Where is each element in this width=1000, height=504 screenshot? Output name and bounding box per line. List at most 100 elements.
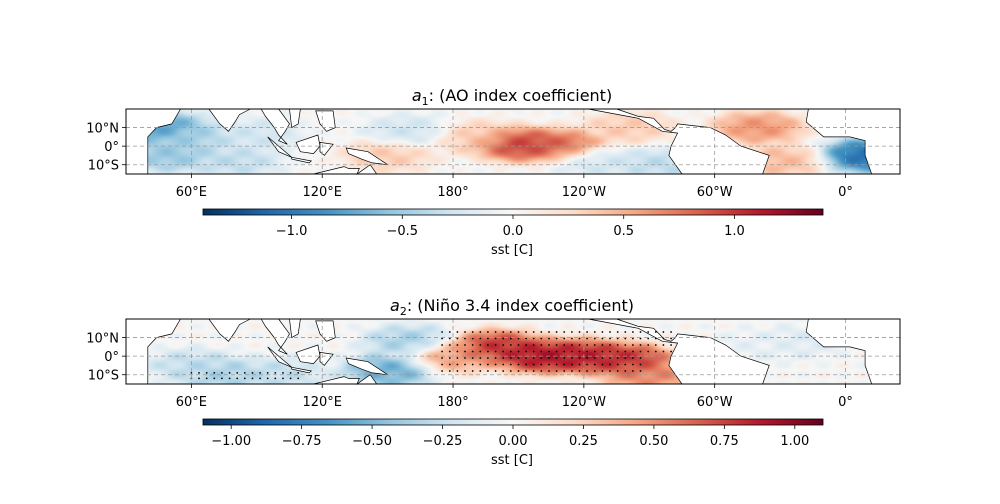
significance-stippling bbox=[190, 331, 672, 380]
stipple-dot bbox=[487, 331, 489, 333]
stipple-dot bbox=[441, 337, 443, 340]
stipple-dot bbox=[532, 357, 535, 359]
stipple-dot bbox=[555, 331, 558, 333]
stipple-dot bbox=[289, 372, 292, 374]
stipple-dot bbox=[616, 363, 619, 366]
stipple-dot bbox=[221, 372, 223, 374]
stipple-dot bbox=[448, 344, 451, 346]
stipple-dot bbox=[639, 350, 642, 353]
colorbar-label: sst [C] bbox=[491, 243, 533, 258]
stipple-dot bbox=[266, 372, 269, 374]
stipple-dot bbox=[471, 357, 474, 359]
stipple-dot bbox=[479, 370, 482, 372]
stipple-dot bbox=[487, 350, 489, 353]
stipple-dot bbox=[494, 350, 497, 353]
stipple-dot bbox=[571, 337, 573, 340]
stipple-dot bbox=[448, 350, 451, 353]
land-mask bbox=[125, 108, 901, 175]
lon-tick-label: 180° bbox=[437, 185, 468, 200]
stipple-dot bbox=[571, 344, 573, 346]
stipple-dot bbox=[479, 344, 482, 346]
stipple-dot bbox=[540, 350, 543, 353]
stipple-dot bbox=[517, 337, 520, 340]
stipple-dot bbox=[205, 377, 208, 380]
landmass bbox=[260, 108, 290, 145]
stipple-dot bbox=[548, 344, 550, 346]
stipple-dot bbox=[548, 370, 550, 372]
stipple-dot bbox=[647, 344, 650, 346]
panel-title: a1: (AO index coefficient) bbox=[412, 86, 612, 108]
stipple-dot bbox=[647, 337, 650, 340]
panel-nino34-coefficient: a2: (Niño 3.4 index coefficient) 10°N 0° 1… bbox=[86, 296, 901, 468]
stipple-dot bbox=[632, 337, 634, 340]
stipple-dot bbox=[586, 337, 588, 340]
stipple-dot bbox=[464, 357, 466, 359]
stipple-dot bbox=[464, 344, 466, 346]
lon-tick-label: 60°W bbox=[697, 185, 733, 200]
panel-title: a2: (Niño 3.4 index coefficient) bbox=[390, 296, 634, 318]
lon-tick-label: 0° bbox=[838, 185, 853, 200]
stipple-dot bbox=[586, 350, 588, 353]
stipple-dot bbox=[555, 370, 558, 372]
panel-ao-coefficient: a1: (AO index coefficient) 10°N 0° 10°S 60… bbox=[86, 86, 901, 258]
lon-tick-label: 120°E bbox=[302, 395, 342, 410]
stipple-dot bbox=[571, 331, 573, 333]
stipple-dot bbox=[639, 363, 642, 366]
stipple-dot bbox=[654, 331, 657, 333]
stipple-dot bbox=[221, 377, 223, 380]
stipple-dot bbox=[251, 372, 254, 374]
stipple-dot bbox=[578, 344, 581, 346]
stipple-dot bbox=[632, 370, 634, 372]
stipple-dot bbox=[471, 363, 474, 366]
colorbar-tick-label: 1.00 bbox=[780, 434, 809, 449]
stipple-dot bbox=[654, 337, 657, 340]
stipple-dot bbox=[647, 331, 650, 333]
stipple-dot bbox=[532, 337, 535, 340]
stipple-dot bbox=[509, 370, 512, 372]
stipple-dot bbox=[517, 370, 520, 372]
stipple-dot bbox=[198, 377, 200, 380]
lat-tick-label: 10°N bbox=[86, 332, 119, 347]
stipple-dot bbox=[540, 344, 543, 346]
stipple-dot bbox=[517, 350, 520, 353]
stipple-dot bbox=[609, 370, 611, 372]
landmass bbox=[315, 320, 336, 342]
colorbar-tick-label: 0.5 bbox=[613, 224, 634, 239]
stipple-dot bbox=[601, 331, 604, 333]
stipple-dot bbox=[274, 377, 277, 380]
stipple-dot bbox=[464, 363, 466, 366]
stipple-dot bbox=[471, 350, 474, 353]
lat-tick-label: 10°S bbox=[88, 159, 119, 174]
stipple-dot bbox=[532, 363, 535, 366]
stipple-dot bbox=[609, 337, 611, 340]
stipple-dot bbox=[548, 363, 550, 366]
stipple-dot bbox=[456, 350, 459, 353]
lat-tick-label: 10°S bbox=[88, 369, 119, 384]
stipple-dot bbox=[297, 377, 300, 380]
stipple-dot bbox=[578, 350, 581, 353]
stipple-dot bbox=[593, 350, 596, 353]
stipple-dot bbox=[525, 331, 527, 333]
stipple-dot bbox=[494, 337, 497, 340]
stipple-dot bbox=[563, 337, 566, 340]
stipple-dot bbox=[448, 363, 451, 366]
stipple-dot bbox=[456, 357, 459, 359]
stipple-dot bbox=[525, 370, 527, 372]
stipple-dot bbox=[662, 337, 665, 340]
stipple-dot bbox=[456, 331, 459, 333]
stipple-dot bbox=[593, 363, 596, 366]
stipple-dot bbox=[502, 357, 505, 359]
stipple-dot bbox=[670, 350, 672, 353]
stipple-dot bbox=[532, 344, 535, 346]
lat-tick-label: 0° bbox=[104, 350, 119, 365]
lon-tick-label: 60°W bbox=[697, 395, 733, 410]
stipple-dot bbox=[624, 357, 627, 359]
stipple-dot bbox=[654, 350, 657, 353]
stipple-dot bbox=[532, 350, 535, 353]
stipple-dot bbox=[494, 331, 497, 333]
stipple-dot bbox=[639, 357, 642, 359]
stipple-dot bbox=[494, 344, 497, 346]
stipple-dot bbox=[517, 331, 520, 333]
stipple-dot bbox=[266, 377, 269, 380]
landmass bbox=[195, 108, 251, 132]
